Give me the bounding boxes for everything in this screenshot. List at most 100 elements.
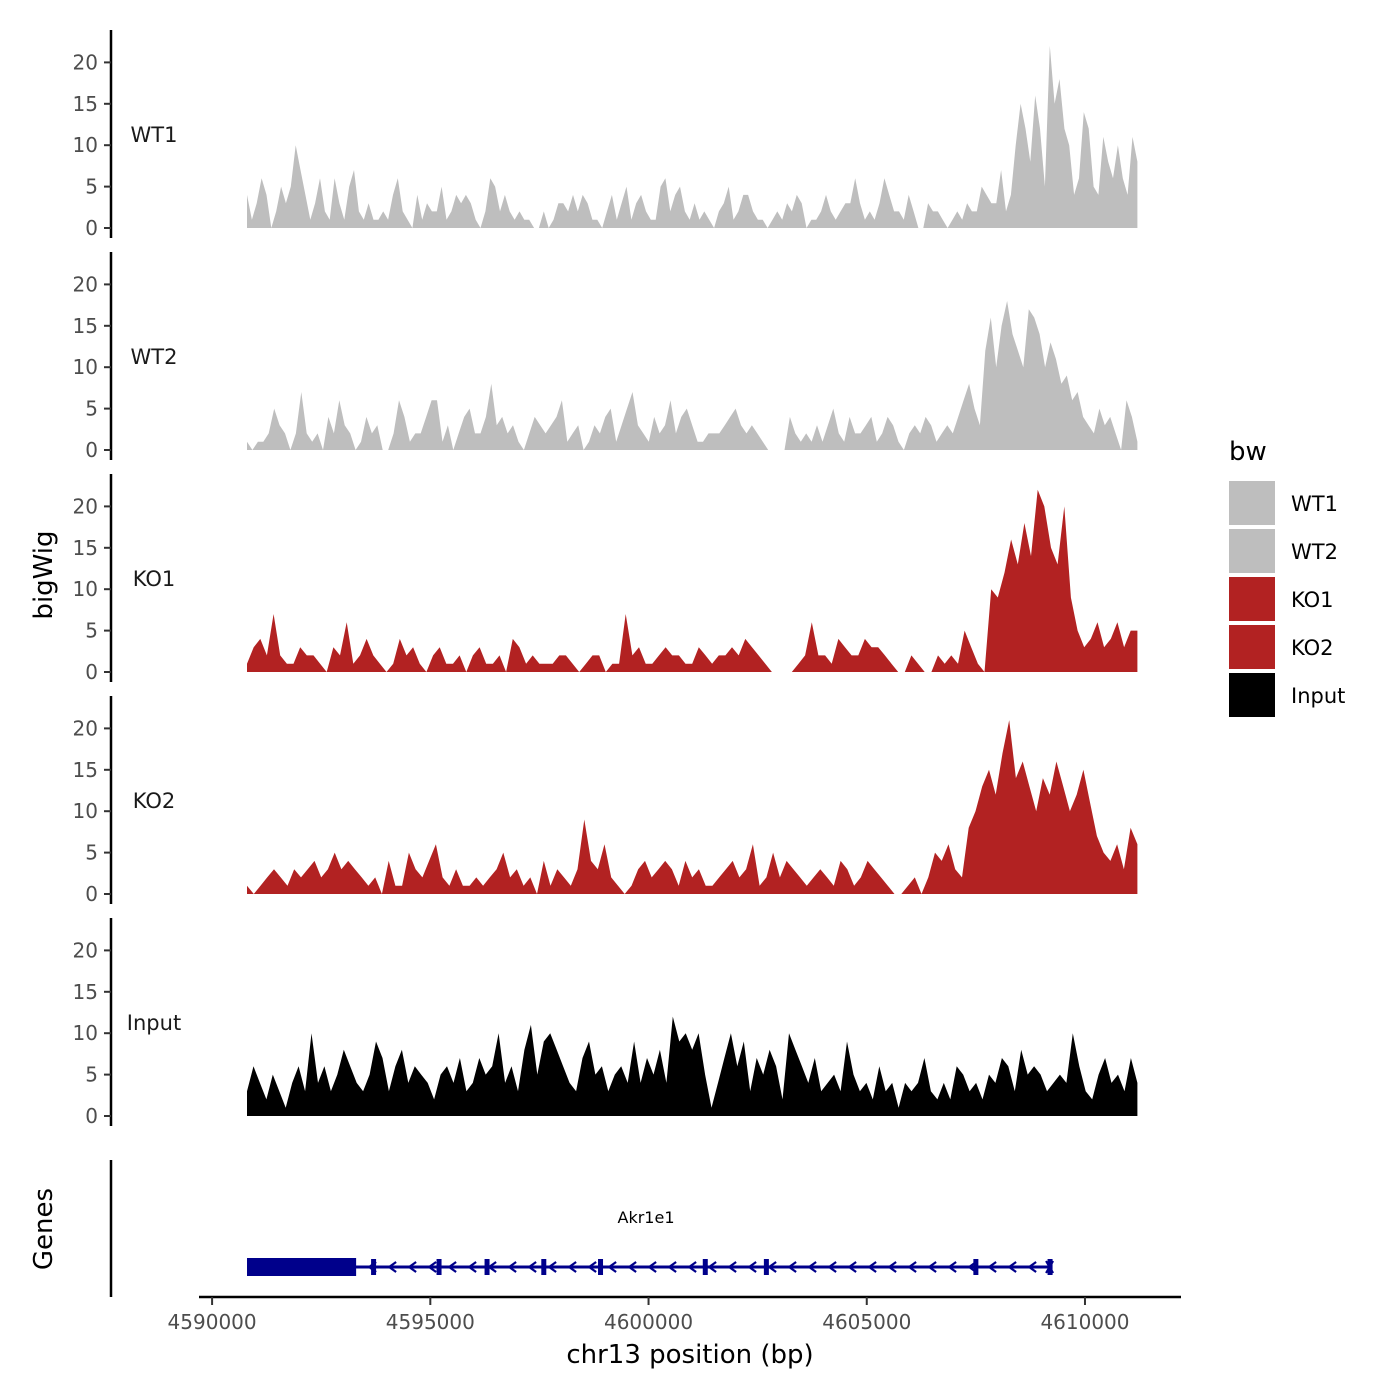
gene-model-akr1e1 <box>247 1258 1055 1276</box>
y-tick-label: 15 <box>73 980 98 1004</box>
x-tick-label: 4610000 <box>1040 1310 1129 1334</box>
x-tick-label: 4590000 <box>168 1310 257 1334</box>
gene-end-cap <box>1045 1260 1055 1274</box>
strand-arrow <box>907 1261 917 1273</box>
strand-arrow <box>387 1261 397 1273</box>
gene-exon <box>598 1259 604 1275</box>
strand-arrow <box>987 1261 997 1273</box>
legend-label-wt2: WT2 <box>1291 540 1338 564</box>
y-tick-label: 15 <box>73 758 98 782</box>
gene-exon <box>763 1259 769 1275</box>
legend-swatch-ko1 <box>1229 577 1275 621</box>
x-tick-label: 4600000 <box>604 1310 693 1334</box>
track-label-wt1: WT1 <box>131 123 178 147</box>
track-label-wt2: WT2 <box>131 345 178 369</box>
strand-arrow <box>967 1261 977 1273</box>
y-tick-label: 10 <box>73 1021 98 1045</box>
strand-arrow <box>867 1261 877 1273</box>
y-tick-label: 0 <box>85 660 98 684</box>
track-label-ko1: KO1 <box>133 567 176 591</box>
strand-arrow <box>667 1261 677 1273</box>
genes-axis-title: Genes <box>29 1188 59 1270</box>
gene-exon <box>484 1259 490 1275</box>
x-axis: 4590000 4595000 4600000 4605000 4610000 chr1… <box>168 1295 1181 1370</box>
y-tick-label: 5 <box>85 1063 98 1087</box>
y-axis-title: bigWig <box>29 530 59 619</box>
x-tick-label: 4605000 <box>822 1310 911 1334</box>
track-label-input: Input <box>127 1011 181 1035</box>
track-label-ko2: KO2 <box>133 789 176 813</box>
strand-arrow <box>427 1261 437 1273</box>
strand-arrow <box>607 1261 617 1273</box>
series-area-input <box>247 1016 1138 1116</box>
series-area-ko2 <box>247 720 1138 894</box>
y-tick-label: 5 <box>85 619 98 643</box>
y-tick-label: 15 <box>73 314 98 338</box>
strand-arrow <box>887 1261 897 1273</box>
gene-label: Akr1e1 <box>618 1208 675 1227</box>
strand-arrow <box>487 1261 497 1273</box>
strand-arrow <box>447 1261 457 1273</box>
track-panel-ko1: KO1 0 5 10 15 20 <box>73 474 1138 684</box>
strand-arrow <box>527 1261 537 1273</box>
legend-label-ko1: KO1 <box>1291 588 1334 612</box>
track-panel-ko2: KO2 0 5 10 15 20 <box>73 696 1138 906</box>
gene-exon <box>702 1259 708 1275</box>
legend-title: bw <box>1229 437 1267 467</box>
track-panel-input: Input 0 5 10 15 20 <box>73 918 1138 1128</box>
strand-arrow <box>787 1261 797 1273</box>
y-tick-label: 5 <box>85 397 98 421</box>
legend-label-ko2: KO2 <box>1291 636 1334 660</box>
strand-arrow <box>547 1261 557 1273</box>
strand-arrow <box>707 1261 717 1273</box>
strand-arrow <box>467 1261 477 1273</box>
series-area-wt1 <box>247 45 1138 228</box>
strand-arrow <box>687 1261 697 1273</box>
y-tick-label: 20 <box>73 50 98 74</box>
strand-arrow <box>1027 1261 1037 1273</box>
strand-arrow <box>747 1261 757 1273</box>
series-area-wt2 <box>247 301 1138 450</box>
y-tick-label: 10 <box>73 577 98 601</box>
y-tick-label: 0 <box>85 216 98 240</box>
legend-swatch-wt2 <box>1229 529 1275 573</box>
strand-arrow <box>567 1261 577 1273</box>
y-tick-label: 10 <box>73 133 98 157</box>
legend-swatch-input <box>1229 673 1275 717</box>
y-ticks-wt1: 0 5 10 15 20 <box>73 50 111 240</box>
strand-arrow <box>367 1261 377 1273</box>
legend: bw WT1 WT2 KO1 KO2 Input <box>1229 437 1345 717</box>
strand-arrow <box>647 1261 657 1273</box>
y-tick-label: 0 <box>85 882 98 906</box>
track-panel-wt2: WT2 0 5 10 15 20 <box>73 252 1138 462</box>
strand-arrow <box>727 1261 737 1273</box>
strand-arrow <box>587 1261 597 1273</box>
gene-exon <box>436 1259 442 1275</box>
y-tick-label: 0 <box>85 1104 98 1128</box>
x-tick-label: 4595000 <box>386 1310 475 1334</box>
gene-utr-block <box>247 1258 357 1276</box>
y-ticks-ko1: 0 5 10 15 20 <box>73 494 111 684</box>
y-tick-label: 20 <box>73 272 98 296</box>
legend-label-wt1: WT1 <box>1291 492 1338 516</box>
y-tick-label: 10 <box>73 799 98 823</box>
y-ticks-input: 0 5 10 15 20 <box>73 938 111 1128</box>
gene-exon <box>371 1259 377 1275</box>
legend-entries: WT1 WT2 KO1 KO2 Input <box>1229 481 1345 717</box>
gene-exon <box>541 1259 547 1275</box>
y-ticks-ko2: 0 5 10 15 20 <box>73 716 111 906</box>
legend-swatch-wt1 <box>1229 481 1275 525</box>
strand-arrow <box>947 1261 957 1273</box>
track-panel-wt1: WT1 0 5 10 15 20 <box>73 30 1138 240</box>
y-tick-label: 10 <box>73 355 98 379</box>
gene-exon <box>973 1259 979 1275</box>
legend-swatch-ko2 <box>1229 625 1275 669</box>
strand-arrow <box>407 1261 417 1273</box>
genes-panel: Genes Akr1e1 <box>29 1160 1055 1297</box>
strand-arrow <box>807 1261 817 1273</box>
legend-label-input: Input <box>1291 684 1345 708</box>
x-ticks: 4590000 4595000 4600000 4605000 4610000 <box>168 1297 1130 1334</box>
strand-arrow <box>507 1261 517 1273</box>
y-tick-label: 20 <box>73 716 98 740</box>
